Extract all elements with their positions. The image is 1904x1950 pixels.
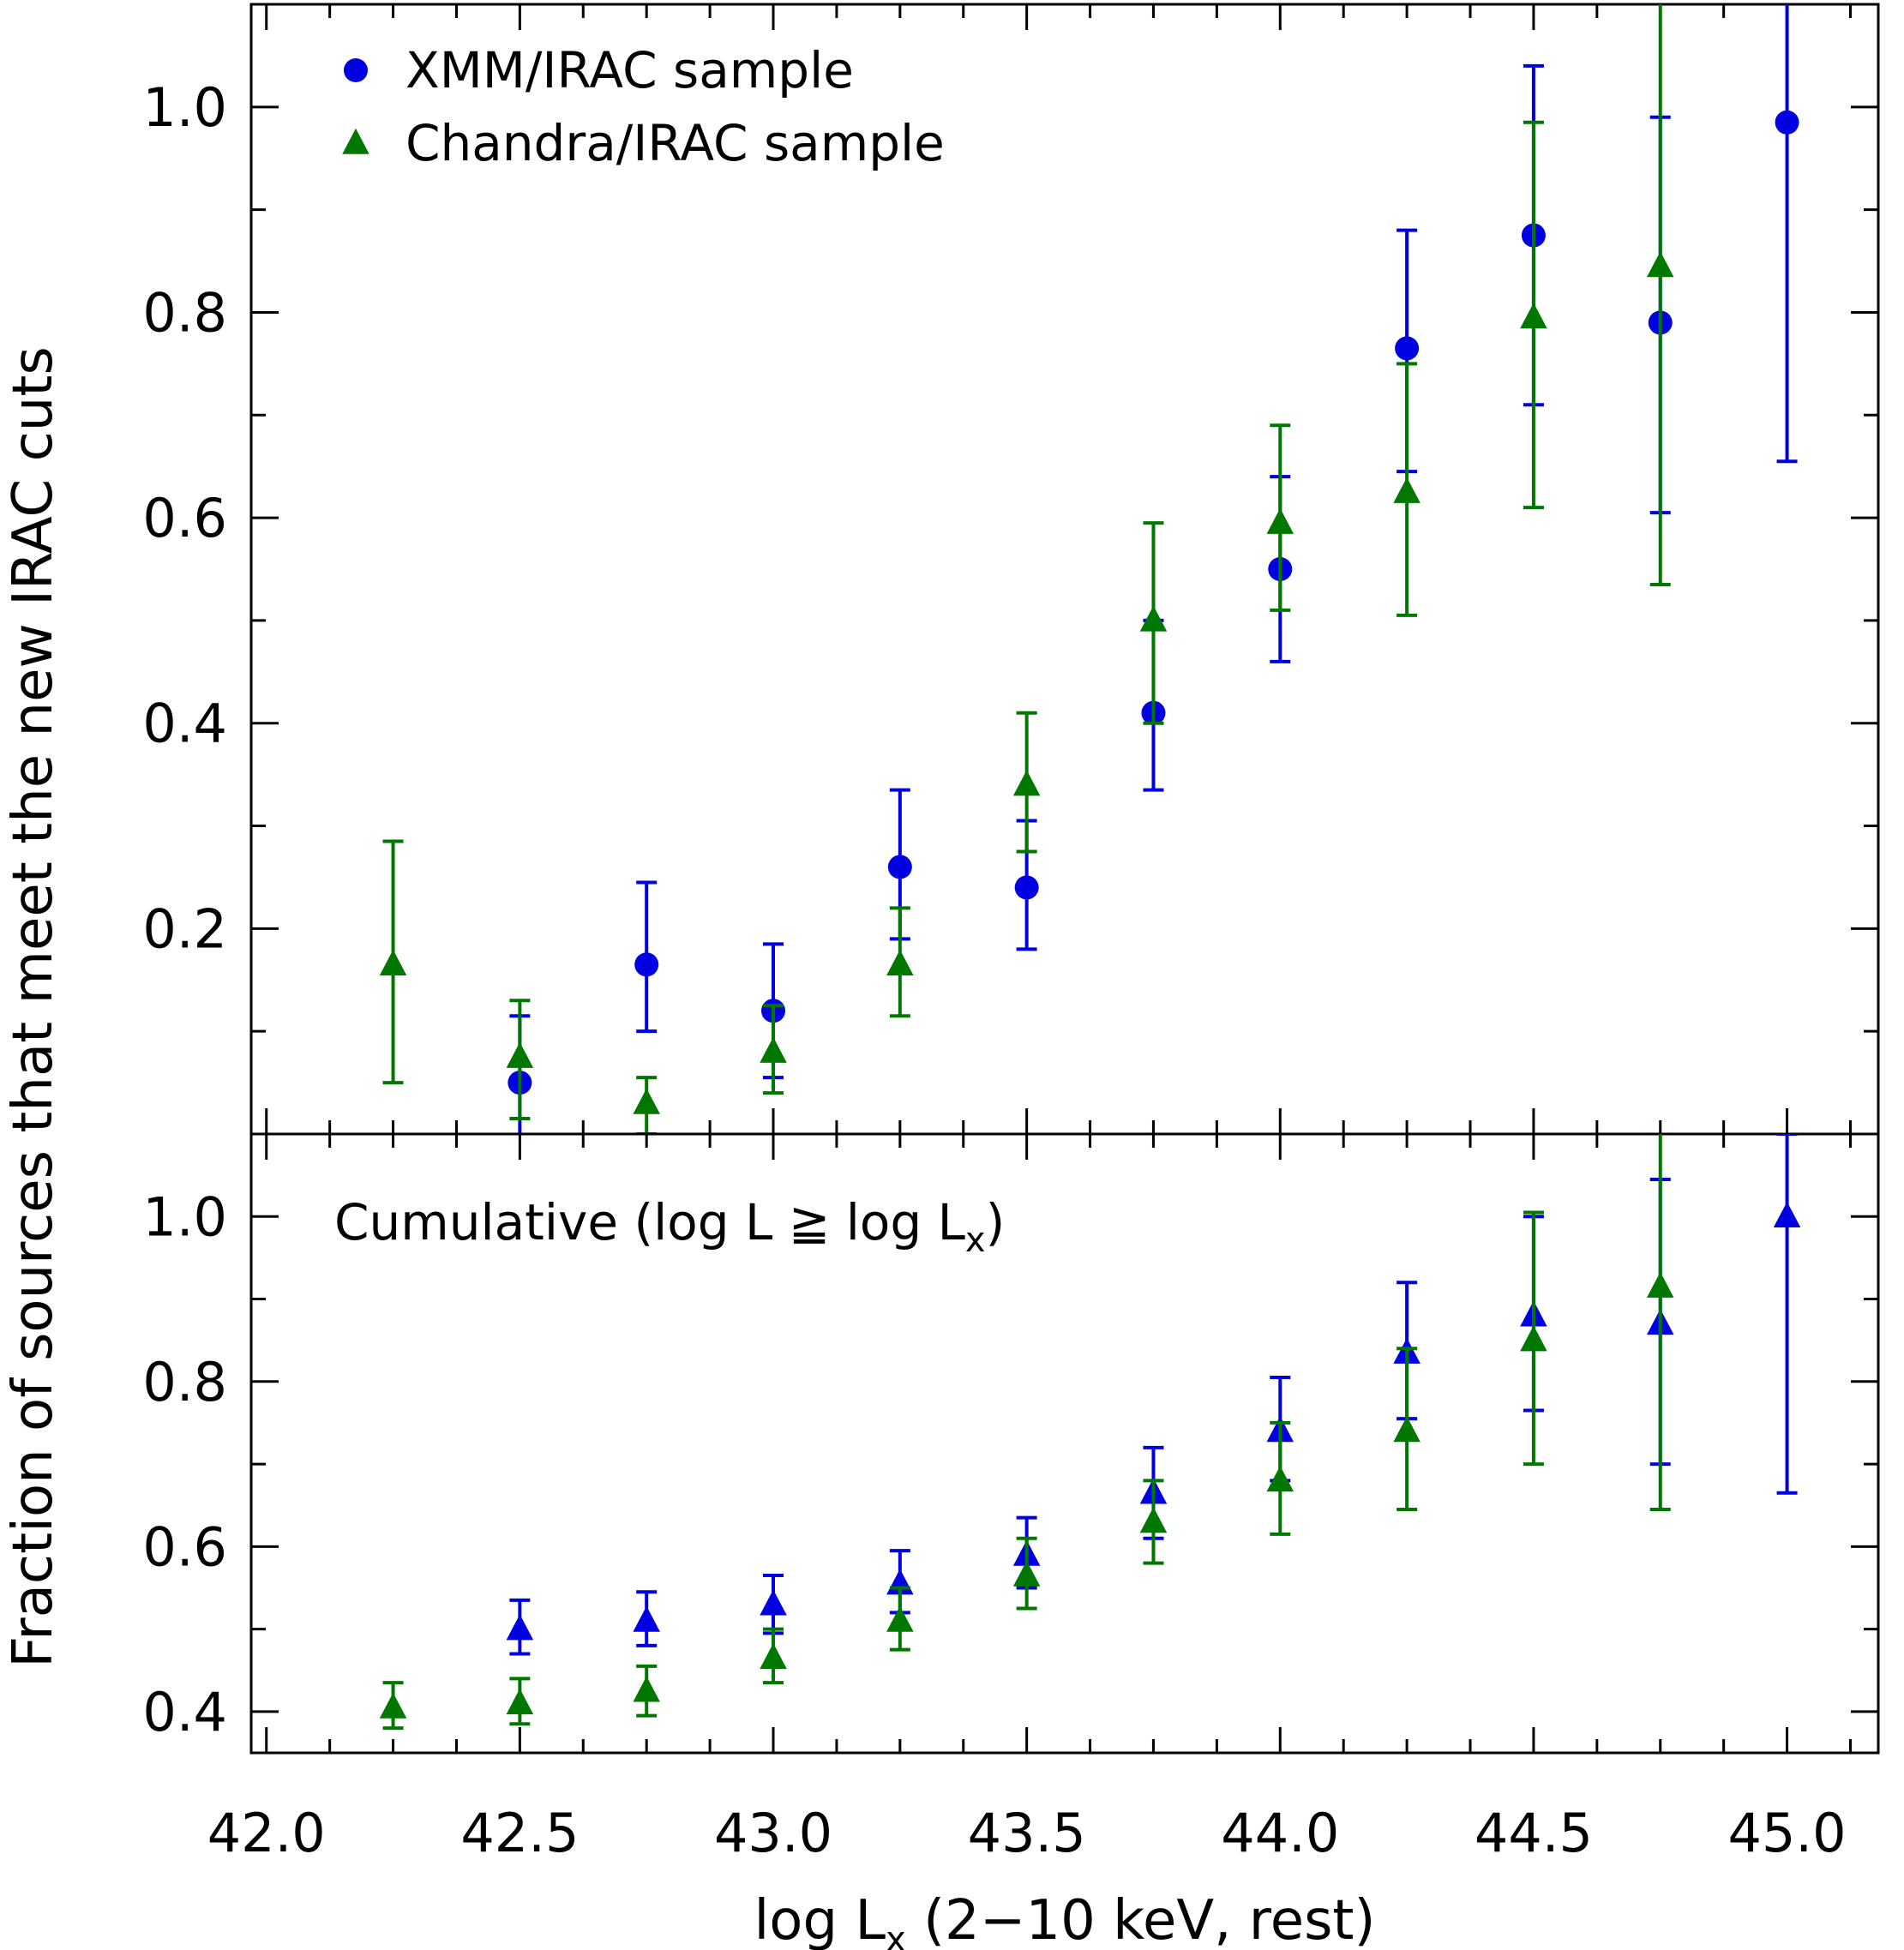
x-tick-label: 42.5 <box>460 1802 579 1864</box>
data-point <box>379 1692 407 1719</box>
panel-frame <box>249 3 1880 1136</box>
data-point <box>1266 1466 1294 1492</box>
y-tick-label: 0.2 <box>142 897 227 960</box>
data-point <box>1393 1416 1420 1443</box>
data-point <box>379 950 407 976</box>
y-tick-label: 1.0 <box>142 1185 227 1248</box>
x-tick-label: 45.0 <box>1728 1802 1847 1864</box>
data-point <box>760 1643 787 1670</box>
data-point <box>633 1676 660 1702</box>
legend-label: Chandra/IRAC sample <box>405 114 945 172</box>
x-axis-title: log Lx (2−10 keV, rest) <box>754 1889 1376 1950</box>
data-point <box>1647 1271 1674 1298</box>
data-point <box>886 1605 914 1632</box>
series-1-chandra <box>379 4 1674 1134</box>
x-tick-label: 42.0 <box>207 1802 326 1864</box>
x-tick-label: 44.5 <box>1475 1802 1593 1864</box>
series-1-chandra <box>379 1134 1674 1731</box>
x-tick-label: 44.0 <box>1221 1802 1339 1864</box>
data-point <box>506 1688 534 1714</box>
data-point <box>1520 303 1547 329</box>
data-layer <box>379 4 1799 1134</box>
data-point <box>1139 605 1168 632</box>
panel-frame <box>249 1132 1880 1755</box>
legend-marker <box>342 128 369 154</box>
y-tick-label: 0.8 <box>142 1351 227 1413</box>
data-point <box>506 1614 534 1641</box>
y-tick-label: 0.6 <box>142 1515 227 1578</box>
data-point <box>633 1088 660 1114</box>
y-tick-label: 1.0 <box>142 76 227 139</box>
y-axis-title: Fraction of sources that meet the new IR… <box>2 346 65 1668</box>
data-point <box>1139 1507 1168 1533</box>
data-point <box>1773 1202 1801 1228</box>
data-point <box>1395 336 1420 361</box>
y-tick-label: 0.8 <box>142 281 227 344</box>
data-point <box>633 1605 660 1632</box>
legend: XMM/IRAC sample Chandra/IRAC sample <box>342 41 945 172</box>
legend-entry-0: XMM/IRAC sample <box>344 41 854 99</box>
data-point <box>1647 251 1674 278</box>
data-point <box>886 950 914 976</box>
data-point <box>1520 1325 1547 1352</box>
data-point <box>1014 875 1039 900</box>
panel-differential: 0.2 0.4 0.6 0.8 1.0 <box>142 3 1880 1136</box>
data-point <box>1266 507 1294 534</box>
x-tick-label: 43.0 <box>714 1802 832 1864</box>
panel-cumulative: 0.4 0.6 0.8 1.0 Cumulative (log L ≧ log Lx) <box>142 1132 1880 1755</box>
y-tick-label: 0.4 <box>142 693 227 755</box>
data-point <box>634 952 659 977</box>
data-point <box>1012 1560 1041 1587</box>
legend-entry-1: Chandra/IRAC sample <box>342 114 945 172</box>
legend-marker <box>344 58 368 82</box>
data-point <box>887 855 912 879</box>
y-tick-label: 0.6 <box>142 487 227 549</box>
data-point <box>506 1041 534 1068</box>
data-layer <box>379 1134 1801 1731</box>
data-point <box>1775 110 1799 135</box>
legend-label: XMM/IRAC sample <box>405 41 854 99</box>
x-tick-label: 43.5 <box>968 1802 1086 1864</box>
data-point <box>760 1036 787 1063</box>
data-point <box>1393 477 1420 503</box>
y-tick-label: 0.4 <box>142 1681 227 1743</box>
data-point <box>1012 770 1041 796</box>
panel-annotation: Cumulative (log L ≧ log Lx) <box>334 1193 1005 1260</box>
data-point <box>760 1589 787 1616</box>
